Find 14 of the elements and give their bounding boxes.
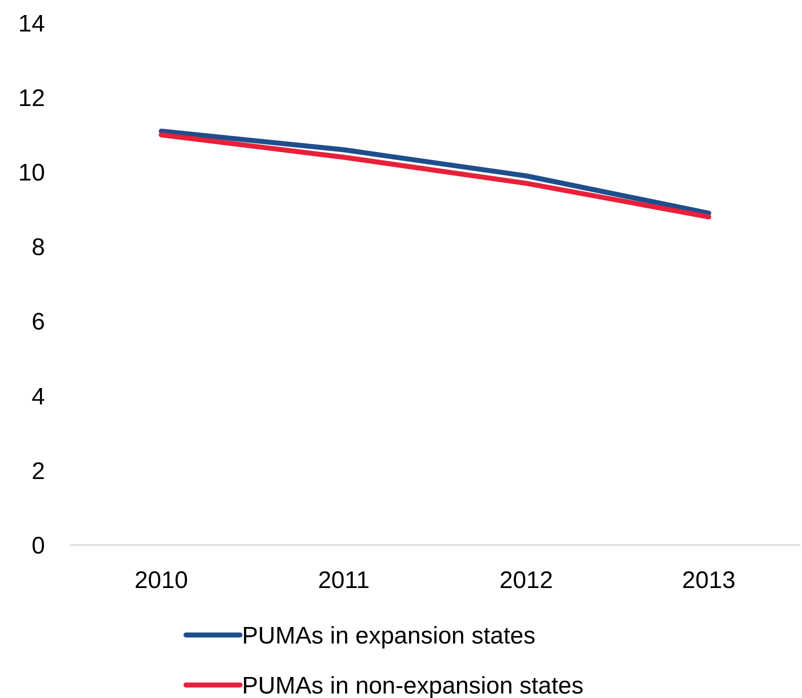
y-tick-label: 4 [32,383,45,410]
y-tick-label: 2 [32,458,45,485]
y-tick-label: 6 [32,308,45,336]
legend-label: PUMAs in expansion states [242,622,536,650]
y-tick-label: 0 [32,532,45,560]
y-tick-label: 12 [18,84,45,112]
x-tick-label: 2013 [682,567,736,594]
y-tick-label: 8 [32,234,45,262]
legend-label: PUMAs in non-expansion states [242,672,584,698]
y-tick-label: 10 [18,160,45,187]
x-tick-label: 2012 [500,567,553,594]
x-tick-label: 2011 [318,567,370,594]
y-tick-label: 14 [18,10,45,38]
x-tick-label: 2010 [134,567,188,594]
